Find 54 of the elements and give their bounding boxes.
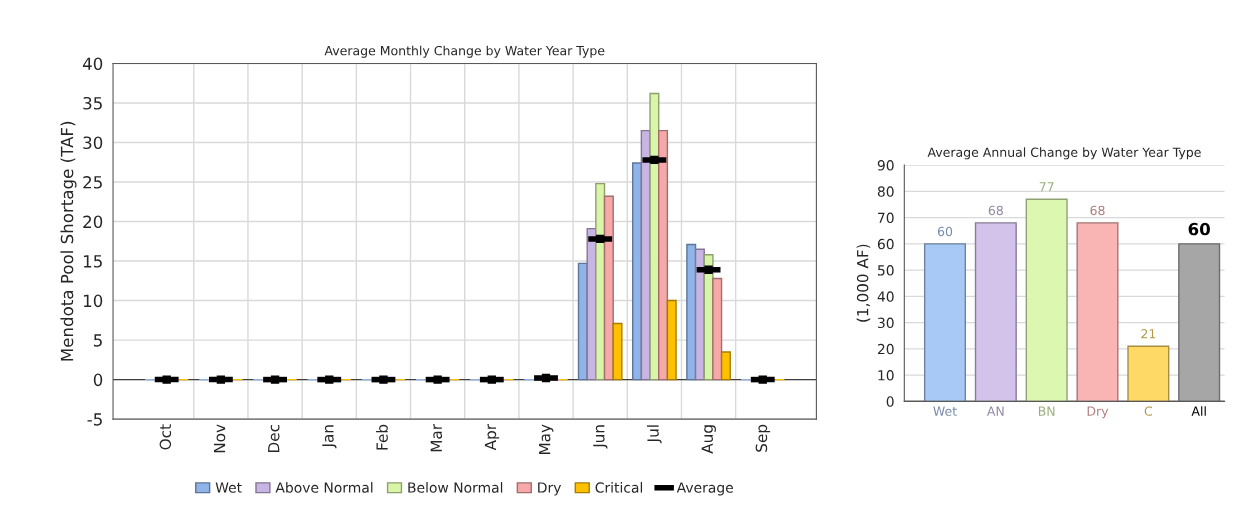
legend-label: Wet — [215, 482, 242, 493]
legend-label: Above Normal — [275, 482, 373, 493]
y-tick-label: -5 — [87, 413, 102, 426]
x-tick-label: Nov — [213, 424, 226, 453]
data-label: 21 — [1141, 329, 1156, 339]
y-tick-label: 90 — [877, 160, 894, 171]
x-tick-label: Feb — [376, 424, 388, 450]
x-tick-label: Aug — [701, 425, 716, 454]
data-label: 77 — [1039, 182, 1054, 192]
data-label: 60 — [1188, 222, 1210, 236]
y-tick-label: 10 — [878, 370, 894, 381]
x-tick-label: Mar — [430, 423, 443, 452]
legend-label: Average — [676, 482, 733, 496]
y-tick-label: 30 — [83, 136, 103, 150]
x-tick-label: Dry — [1087, 406, 1109, 419]
x-tick-label: AN — [986, 406, 1004, 416]
y-tick-label: 15 — [83, 255, 102, 268]
x-tick-label: BN — [1038, 406, 1055, 416]
y-tick-label: 0 — [886, 396, 894, 407]
y-tick-label: 70 — [878, 212, 894, 224]
y-tick-label: 0 — [93, 373, 103, 387]
y-tick-label: 5 — [94, 334, 102, 347]
x-tick-label: Jul — [646, 425, 662, 444]
y-axis-title: Mendota Pool Shortage (TAF) — [60, 121, 77, 361]
chart-title: Average Annual Change by Water Year Type — [927, 147, 1201, 160]
data-label: 68 — [988, 205, 1003, 216]
y-tick-label: 80 — [877, 186, 894, 197]
x-tick-label: Wet — [933, 406, 957, 416]
y-tick-label: 50 — [878, 265, 894, 276]
x-tick-label: Jun — [593, 425, 608, 449]
y-tick-label: 20 — [877, 343, 894, 355]
y-tick-label: 30 — [877, 317, 894, 329]
data-label: 60 — [937, 226, 953, 237]
x-tick-label: Apr — [484, 423, 500, 451]
y-tick-label: 35 — [83, 96, 102, 110]
x-tick-label: Sep — [755, 424, 771, 452]
y-tick-label: 20 — [83, 215, 103, 229]
x-tick-label: Jan — [322, 425, 337, 449]
x-tick-label: Dec — [268, 424, 280, 453]
x-tick-label: C — [1144, 406, 1153, 416]
x-tick-label: Oct — [159, 424, 172, 450]
y-tick-label: 40 — [877, 291, 894, 302]
chart-title: Average Monthly Change by Water Year Type — [324, 45, 605, 58]
legend-label: Below Normal — [408, 482, 503, 493]
legend-label: Dry — [538, 482, 562, 496]
y-tick-label: 40 — [82, 57, 103, 71]
data-label: 68 — [1090, 205, 1105, 216]
legend-label: Critical — [595, 482, 643, 493]
y-tick-label: 60 — [877, 238, 894, 250]
x-tick-label: May — [539, 424, 554, 455]
y-tick-label: 10 — [83, 294, 103, 308]
y-tick-label: 25 — [83, 176, 102, 189]
y-axis-title: (1,000 AF) — [856, 244, 871, 322]
x-tick-label: All — [1191, 406, 1206, 416]
